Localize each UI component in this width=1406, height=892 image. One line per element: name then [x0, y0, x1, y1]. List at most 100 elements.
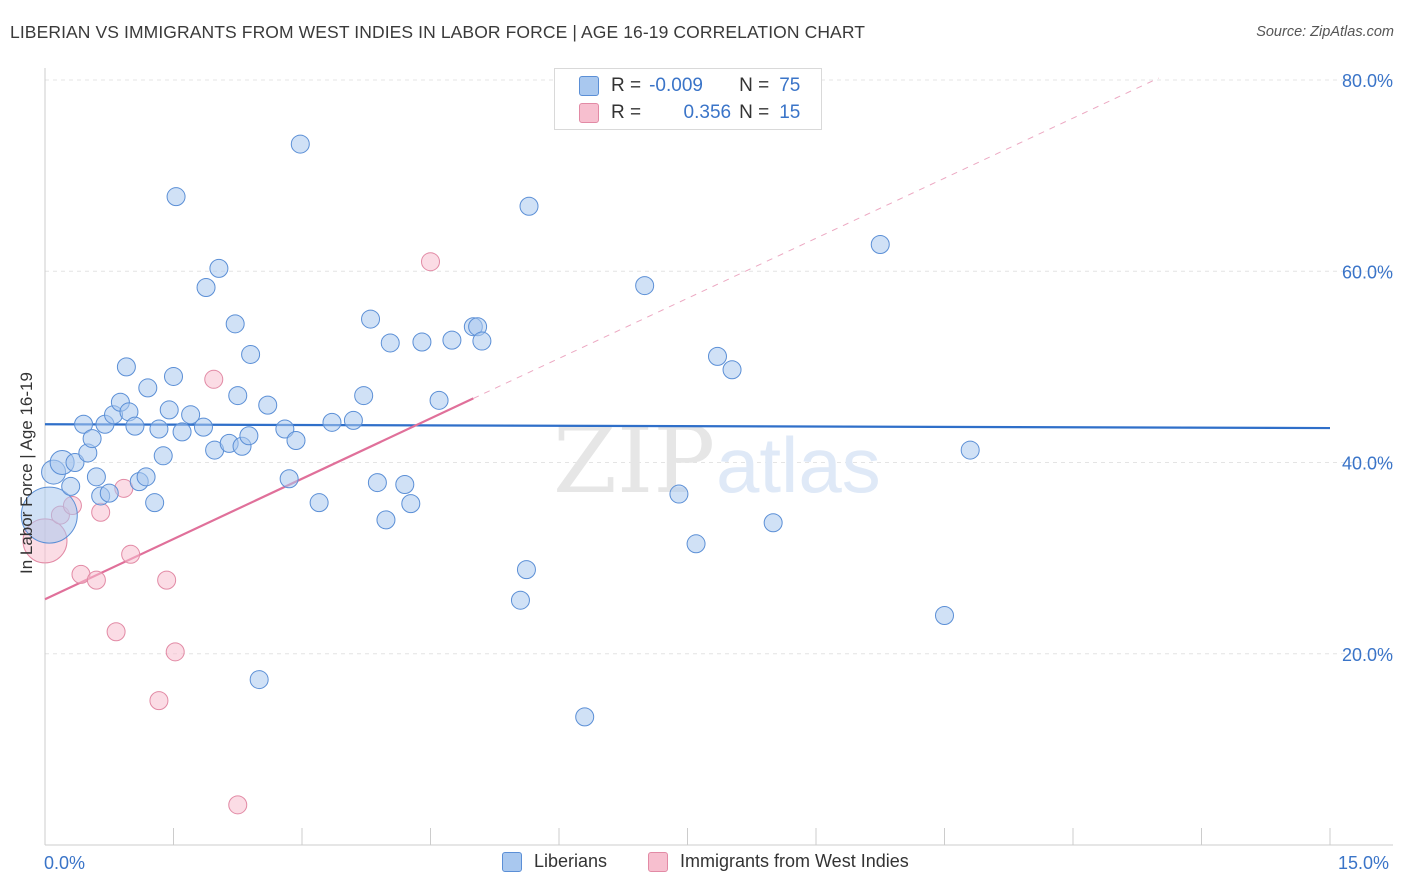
- legend-r-value: 0.356: [678, 102, 732, 123]
- point-west-indies: [165, 642, 185, 662]
- point-liberians: [209, 258, 229, 278]
- point-liberians: [870, 234, 890, 254]
- point-liberians: [193, 417, 213, 437]
- point-liberians: [258, 395, 278, 415]
- point-liberians: [361, 309, 381, 329]
- swatch-west-indies: [648, 851, 668, 872]
- legend-r-value: -0.009: [649, 75, 703, 96]
- point-liberians: [472, 331, 492, 351]
- point-liberians: [960, 440, 980, 460]
- point-liberians: [65, 453, 85, 472]
- y-tick-label: 80.0%: [1342, 71, 1393, 91]
- point-liberians: [380, 333, 400, 353]
- point-liberians: [376, 510, 396, 530]
- chart-title: LIBERIAN VS IMMIGRANTS FROM WEST INDIES …: [10, 22, 866, 42]
- point-liberians: [74, 414, 94, 434]
- legend-item-west-indies[interactable]: Immigrants from West Indies: [648, 851, 909, 872]
- trend-line-solid: [44, 423, 1331, 430]
- point-liberians: [519, 196, 539, 216]
- legend-r-label: R =: [611, 102, 642, 123]
- point-liberians: [401, 494, 421, 514]
- legend-item-liberians[interactable]: Liberians: [502, 851, 607, 872]
- point-liberians: [395, 474, 415, 494]
- y-tick-label: 60.0%: [1342, 262, 1393, 282]
- point-west-indies: [86, 570, 106, 590]
- point-liberians: [138, 378, 158, 398]
- point-liberians: [61, 476, 81, 496]
- point-liberians: [669, 484, 689, 504]
- y-tick-labels: 20.0% 40.0% 60.0% 80.0%: [1342, 71, 1393, 665]
- point-liberians: [159, 400, 179, 420]
- point-west-indies: [149, 691, 169, 711]
- point-liberians: [343, 410, 363, 430]
- y-tick-label: 40.0%: [1342, 454, 1393, 474]
- legend-row-west-indies: R = 0.356 N = 15: [579, 101, 800, 125]
- legend-n-value: 75: [779, 75, 801, 96]
- point-liberians: [442, 330, 462, 350]
- point-liberians: [286, 431, 306, 451]
- y-axis-title: In Labor Force | Age 16-19: [17, 372, 36, 574]
- axes: [44, 68, 1393, 846]
- trend-line-solid: [44, 397, 474, 601]
- point-west-indies: [421, 252, 440, 272]
- legend-n-label: N =: [739, 75, 770, 96]
- point-liberians: [181, 405, 201, 425]
- point-west-indies: [121, 544, 141, 564]
- grid-lines: [45, 79, 1393, 655]
- point-liberians: [239, 426, 259, 446]
- point-liberians: [275, 419, 295, 439]
- legend-n-label: N =: [739, 102, 770, 123]
- correlation-legend: R = -0.009 N = 75 R = 0.356 N = 15: [554, 68, 822, 130]
- point-liberians: [125, 416, 145, 436]
- point-liberians: [228, 386, 248, 406]
- point-liberians: [429, 390, 449, 410]
- point-liberians: [367, 473, 387, 493]
- point-liberians: [935, 606, 954, 625]
- point-liberians: [145, 493, 165, 513]
- point-liberians: [99, 483, 119, 503]
- watermark-zip: ZIP: [553, 407, 715, 514]
- legend-n-value: 15: [779, 102, 801, 123]
- legend-label-liberians: Liberians: [534, 851, 608, 871]
- x-tick-label-max: 15.0%: [1338, 853, 1390, 873]
- point-liberians: [196, 278, 216, 298]
- point-liberians: [309, 493, 329, 513]
- legend-r-label: R =: [611, 75, 642, 96]
- point-liberians: [249, 670, 269, 690]
- watermark-atlas: atlas: [716, 421, 881, 509]
- point-liberians: [322, 412, 342, 432]
- x-tick-label-min: 0.0%: [44, 853, 86, 873]
- point-liberians: [763, 513, 783, 533]
- point-liberians: [722, 360, 742, 380]
- trend-lines: [44, 77, 1331, 601]
- legend-swatch-west-indies: [579, 103, 599, 123]
- point-liberians: [510, 590, 530, 610]
- point-liberians: [686, 534, 706, 554]
- point-liberians: [82, 429, 102, 449]
- swatch-liberians: [502, 851, 522, 872]
- point-west-indies: [106, 622, 126, 642]
- point-liberians: [86, 467, 106, 487]
- point-liberians: [153, 446, 173, 466]
- point-west-indies: [91, 502, 111, 522]
- point-liberians: [172, 422, 192, 442]
- source-credit: Source: ZipAtlas.com: [1256, 24, 1394, 40]
- y-tick-label: 20.0%: [1342, 645, 1393, 665]
- legend-swatch-liberians: [579, 76, 599, 96]
- series-legend: Liberians Immigrants from West Indies: [0, 851, 1406, 879]
- point-liberians: [412, 332, 432, 352]
- point-liberians: [149, 419, 169, 439]
- point-liberians: [279, 469, 299, 489]
- point-liberians: [707, 346, 727, 366]
- point-west-indies: [204, 369, 224, 389]
- point-liberians: [635, 276, 655, 296]
- point-liberians: [166, 187, 186, 207]
- point-liberians: [241, 344, 261, 364]
- legend-label-west-indies: Immigrants from West Indies: [680, 851, 909, 871]
- legend-row-liberians: R = -0.009 N = 75: [579, 74, 800, 98]
- point-liberians: [225, 314, 245, 334]
- point-liberians: [116, 357, 136, 377]
- point-liberians: [516, 560, 536, 580]
- point-liberians: [290, 134, 310, 154]
